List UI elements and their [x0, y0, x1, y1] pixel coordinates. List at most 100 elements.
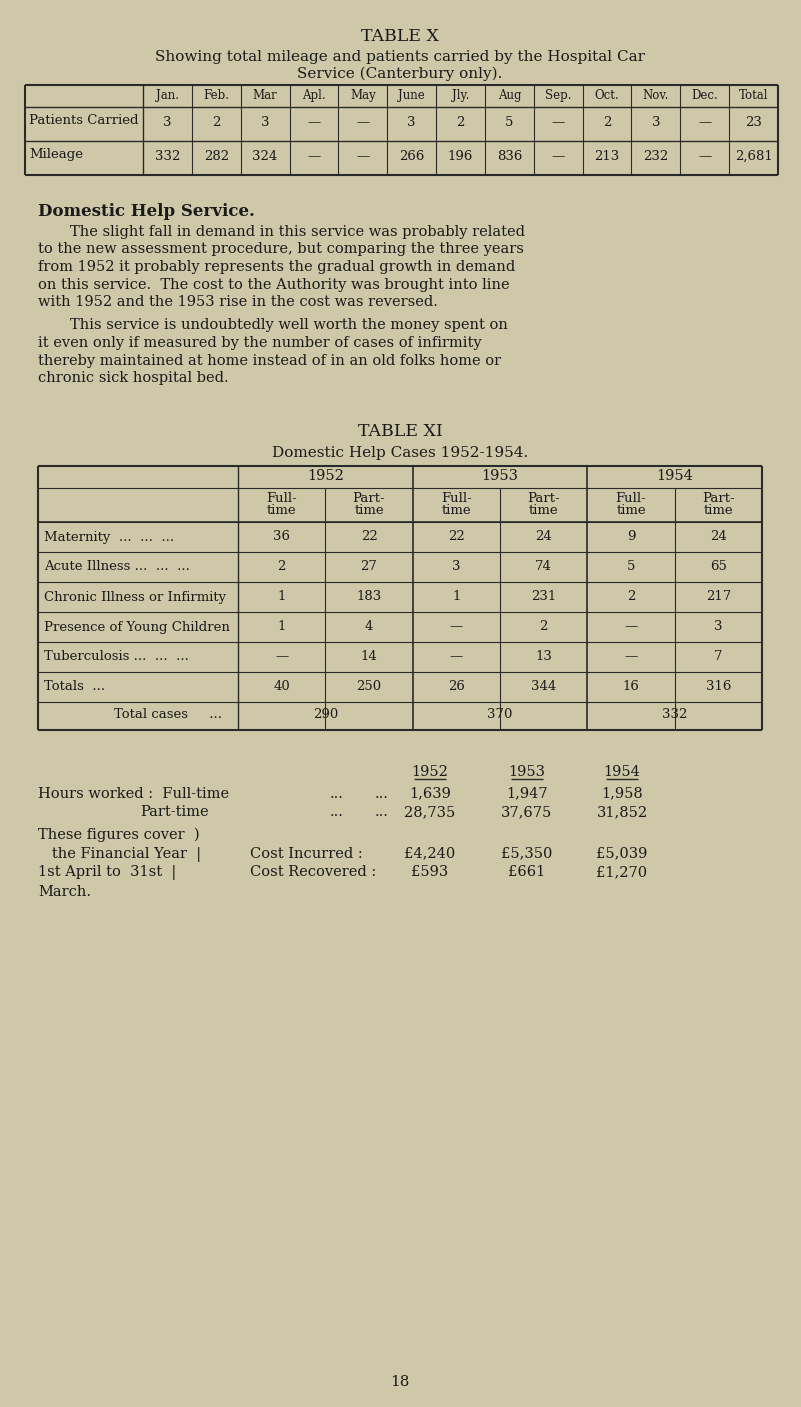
- Text: time: time: [441, 505, 471, 518]
- Text: —: —: [449, 620, 463, 633]
- Text: Sep.: Sep.: [545, 89, 571, 101]
- Text: Full-: Full-: [616, 491, 646, 505]
- Text: ...: ...: [375, 805, 388, 819]
- Text: on this service.  The cost to the Authority was brought into line: on this service. The cost to the Authori…: [38, 277, 509, 291]
- Text: —: —: [698, 151, 711, 163]
- Text: from 1952 it probably represents the gradual growth in demand: from 1952 it probably represents the gra…: [38, 260, 515, 274]
- Text: 4: 4: [364, 620, 373, 633]
- Text: Total: Total: [739, 89, 768, 101]
- Text: 836: 836: [497, 151, 522, 163]
- Text: 31,852: 31,852: [597, 805, 647, 819]
- Text: 3: 3: [261, 115, 269, 129]
- Text: 24: 24: [710, 530, 727, 543]
- Text: the Financial Year  |: the Financial Year |: [38, 847, 201, 861]
- Text: May: May: [350, 89, 376, 101]
- Text: 24: 24: [535, 530, 552, 543]
- Text: —: —: [552, 151, 565, 163]
- Text: ...: ...: [375, 787, 388, 801]
- Text: 316: 316: [706, 681, 731, 694]
- Text: to the new assessment procedure, but comparing the three years: to the new assessment procedure, but com…: [38, 242, 524, 256]
- Text: Service (Canterbury only).: Service (Canterbury only).: [297, 68, 503, 82]
- Text: time: time: [267, 505, 296, 518]
- Text: 290: 290: [312, 708, 338, 720]
- Text: £593: £593: [412, 865, 449, 879]
- Text: —: —: [624, 620, 638, 633]
- Text: £1,270: £1,270: [597, 865, 647, 879]
- Text: time: time: [616, 505, 646, 518]
- Text: 1: 1: [277, 620, 286, 633]
- Text: 3: 3: [714, 620, 723, 633]
- Text: Oct.: Oct.: [594, 89, 619, 101]
- Text: —: —: [356, 151, 369, 163]
- Text: Domestic Help Cases 1952-1954.: Domestic Help Cases 1952-1954.: [272, 446, 528, 460]
- Text: June: June: [398, 89, 425, 101]
- Text: 196: 196: [448, 151, 473, 163]
- Text: 22: 22: [360, 530, 377, 543]
- Text: 26: 26: [448, 681, 465, 694]
- Text: 1953: 1953: [509, 764, 545, 778]
- Text: 37,675: 37,675: [501, 805, 553, 819]
- Text: —: —: [552, 115, 565, 129]
- Text: 370: 370: [487, 708, 513, 720]
- Text: Apl.: Apl.: [302, 89, 326, 101]
- Text: Totals  ...: Totals ...: [44, 681, 105, 694]
- Text: Domestic Help Service.: Domestic Help Service.: [38, 203, 255, 219]
- Text: 183: 183: [356, 591, 381, 604]
- Text: 18: 18: [390, 1375, 409, 1389]
- Text: Part-: Part-: [702, 491, 735, 505]
- Text: Part-: Part-: [527, 491, 560, 505]
- Text: 1: 1: [452, 591, 461, 604]
- Text: Tuberculosis ...  ...  ...: Tuberculosis ... ... ...: [44, 650, 189, 664]
- Text: 3: 3: [652, 115, 660, 129]
- Text: 36: 36: [273, 530, 290, 543]
- Text: 1,639: 1,639: [409, 787, 451, 801]
- Text: £5,350: £5,350: [501, 847, 553, 861]
- Text: 1952: 1952: [307, 470, 344, 484]
- Text: with 1952 and the 1953 rise in the cost was reversed.: with 1952 and the 1953 rise in the cost …: [38, 295, 438, 310]
- Text: 1954: 1954: [604, 764, 641, 778]
- Text: Part-time: Part-time: [140, 805, 208, 819]
- Text: 2: 2: [457, 115, 465, 129]
- Text: Full-: Full-: [441, 491, 472, 505]
- Text: chronic sick hospital bed.: chronic sick hospital bed.: [38, 371, 228, 386]
- Text: £5,039: £5,039: [596, 847, 648, 861]
- Text: 2: 2: [603, 115, 611, 129]
- Text: Mar: Mar: [253, 89, 277, 101]
- Text: Cost Incurred :: Cost Incurred :: [250, 847, 363, 861]
- Text: Showing total mileage and patients carried by the Hospital Car: Showing total mileage and patients carri…: [155, 51, 645, 63]
- Text: —: —: [308, 151, 320, 163]
- Text: 250: 250: [356, 681, 381, 694]
- Text: 332: 332: [155, 151, 180, 163]
- Text: 1,958: 1,958: [601, 787, 643, 801]
- Text: 5: 5: [627, 560, 635, 574]
- Text: —: —: [698, 115, 711, 129]
- Text: 1: 1: [277, 591, 286, 604]
- Text: This service is undoubtedly well worth the money spent on: This service is undoubtedly well worth t…: [70, 318, 508, 332]
- Text: —: —: [275, 650, 288, 664]
- Text: Part-: Part-: [352, 491, 385, 505]
- Text: time: time: [703, 505, 733, 518]
- Text: time: time: [354, 505, 384, 518]
- Text: 27: 27: [360, 560, 377, 574]
- Text: £661: £661: [509, 865, 545, 879]
- Text: Presence of Young Children: Presence of Young Children: [44, 620, 230, 633]
- Text: ...: ...: [330, 805, 344, 819]
- Text: thereby maintained at home instead of in an old folks home or: thereby maintained at home instead of in…: [38, 353, 501, 367]
- Text: 5: 5: [505, 115, 513, 129]
- Text: ...: ...: [330, 787, 344, 801]
- Text: Jly.: Jly.: [452, 89, 469, 101]
- Text: time: time: [529, 505, 558, 518]
- Text: 14: 14: [360, 650, 377, 664]
- Text: —: —: [449, 650, 463, 664]
- Text: 16: 16: [622, 681, 639, 694]
- Text: Acute Illness ...  ...  ...: Acute Illness ... ... ...: [44, 560, 190, 574]
- Text: 2: 2: [627, 591, 635, 604]
- Text: 23: 23: [745, 115, 762, 129]
- Text: 22: 22: [448, 530, 465, 543]
- Text: Dec.: Dec.: [691, 89, 718, 101]
- Text: £4,240: £4,240: [405, 847, 456, 861]
- Text: 282: 282: [203, 151, 229, 163]
- Text: 3: 3: [408, 115, 416, 129]
- Text: 1,947: 1,947: [506, 787, 548, 801]
- Text: Jan.: Jan.: [156, 89, 179, 101]
